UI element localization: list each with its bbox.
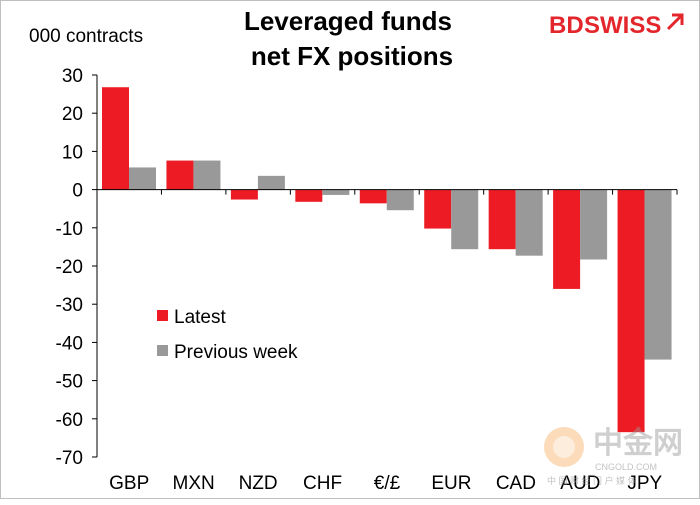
x-category-label-4: €/£: [374, 473, 401, 494]
y-axis-unit-label: 000 contracts: [29, 26, 143, 47]
legend-swatch-latest: [157, 310, 168, 321]
x-category-label-6: CAD: [496, 473, 536, 494]
x-category-label-8: JPY: [627, 473, 662, 494]
bar-latest-6: [488, 189, 516, 250]
legend-label-previous-week: Previous week: [174, 342, 298, 363]
x-category-label-0: GBP: [109, 473, 149, 494]
bar-previous-week-3: [322, 189, 350, 195]
y-tick-label-9: -60: [56, 410, 83, 431]
bar-previous-week-8: [644, 189, 672, 360]
bar-previous-week-1: [193, 160, 221, 190]
plot-area: 30 20 10 0 -10 -20 -30 -40 -50 -60 -70 GBP MXN NZD CHF…: [56, 66, 678, 494]
y-tick-label-3: 0: [72, 181, 83, 202]
y-tick-label-10: -70: [56, 448, 83, 469]
chart-title-line-1: Leveraged funds: [244, 6, 452, 36]
y-tick-label-2: 10: [62, 142, 83, 163]
logo-text-swiss: SWISS: [584, 12, 661, 39]
bar-latest-8: [617, 189, 645, 433]
watermark-tagline: 中 国 财 经 门 户 媒 体: [547, 475, 637, 486]
watermark-coin-inner-icon: [553, 436, 575, 458]
bar-previous-week-4: [386, 189, 414, 211]
legend-label-latest: Latest: [174, 307, 226, 328]
y-tick-label-6: -30: [56, 295, 83, 316]
bar-latest-5: [424, 189, 452, 229]
x-category-label-5: EUR: [431, 473, 471, 494]
chart-title-line-2: net FX positions: [251, 41, 453, 71]
x-category-label-7: AUD: [560, 473, 600, 494]
watermark-url: CNGOLD.COM: [595, 462, 657, 472]
x-category-label-2: NZD: [239, 473, 278, 494]
cngold-watermark: 中金网 CNGOLD.COM 中 国 财 经 门 户 媒 体: [544, 426, 683, 486]
y-tick-label-8: -50: [56, 372, 83, 393]
y-tick-label-0: 30: [62, 66, 83, 87]
bar-previous-week-5: [451, 189, 479, 250]
y-tick-label-7: -40: [56, 333, 83, 354]
bar-previous-week-0: [129, 167, 156, 190]
logo-text-bd: BD: [549, 12, 584, 39]
bar-previous-week-7: [580, 189, 608, 260]
bdswiss-logo: BD SWISS: [549, 12, 684, 39]
x-category-label-1: MXN: [173, 473, 215, 494]
x-category-label-3: CHF: [303, 473, 342, 494]
bar-latest-3: [295, 189, 323, 202]
y-tick-label-4: -10: [56, 219, 83, 240]
bar-latest-7: [553, 189, 581, 289]
legend: Latest Previous week: [157, 307, 298, 363]
bar-previous-week-6: [515, 189, 543, 256]
bar-latest-2: [230, 189, 258, 200]
watermark-cn-text: 中金网: [593, 426, 683, 460]
legend-swatch-previous-week: [157, 345, 168, 356]
y-tick-label-1: 20: [62, 104, 83, 125]
bar-latest-1: [166, 160, 194, 190]
watermark-coin-icon: [544, 427, 584, 467]
y-tick-label-5: -20: [56, 257, 83, 278]
bar-latest-0: [102, 87, 129, 190]
bar-latest-4: [359, 189, 387, 204]
bar-previous-week-2: [257, 175, 285, 190]
logo-arrow-shaft-icon: [666, 13, 684, 31]
